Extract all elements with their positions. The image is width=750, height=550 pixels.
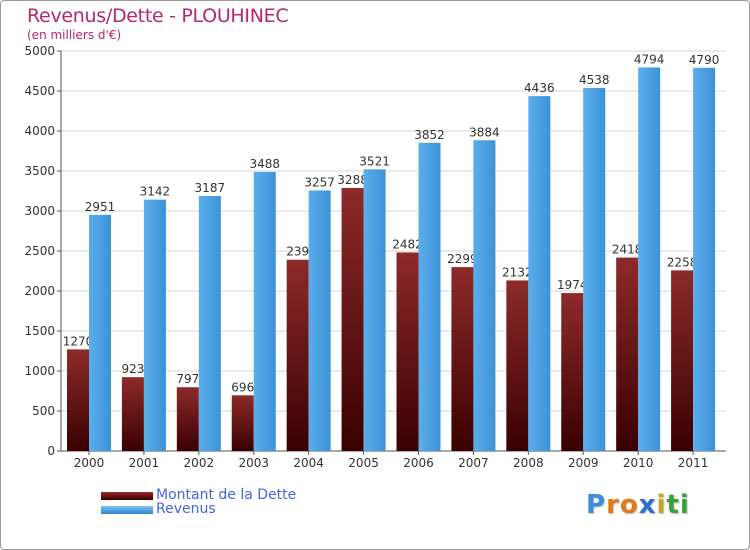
bar-revenus: [253, 171, 276, 451]
data-label-dette: 2132: [502, 265, 533, 279]
x-tick-label: 2005: [348, 456, 379, 470]
data-label-revenus: 3187: [195, 181, 226, 195]
bar-dette: [176, 387, 199, 451]
bar-dette: [341, 187, 364, 451]
x-tick-label: 2000: [74, 456, 105, 470]
y-tick-label: 2500: [24, 244, 55, 258]
bar-dette: [616, 257, 639, 451]
logo-letter: P: [586, 490, 607, 520]
data-label-dette: 1974: [557, 278, 588, 292]
y-tick-label: 4500: [24, 84, 55, 98]
bar-revenus: [583, 87, 606, 452]
logo-letter: i: [656, 490, 667, 520]
bar-dette: [231, 395, 254, 451]
x-tick-label: 2010: [623, 456, 654, 470]
y-tick-label: 500: [32, 404, 55, 418]
x-tick-label: 2002: [184, 456, 215, 470]
data-label-revenus: 3884: [469, 125, 500, 139]
chart-subtitle: (en milliers d'€): [27, 28, 122, 42]
logo-letter: o: [619, 490, 639, 520]
bar-revenus: [89, 214, 111, 451]
y-tick-label: 2000: [24, 284, 55, 298]
bar-dette: [671, 270, 694, 451]
bar-dette: [451, 267, 474, 451]
y-tick-label: 0: [47, 444, 55, 458]
x-tick-label: 2001: [129, 456, 160, 470]
bar-revenus: [638, 67, 661, 451]
data-label-dette: 239: [286, 245, 309, 259]
bar-dette: [286, 259, 309, 451]
data-label-revenus: 3142: [140, 185, 171, 199]
proxiti-logo: Proxiti: [586, 490, 690, 520]
data-label-dette: 2482: [392, 237, 423, 251]
bar-revenus: [693, 67, 716, 452]
logo-letter: i: [679, 490, 690, 520]
logo-letter: r: [606, 490, 620, 520]
bar-revenus: [308, 190, 331, 451]
data-label-revenus: 3257: [304, 175, 335, 189]
data-label-revenus: 3488: [249, 157, 280, 171]
bar-dette: [396, 252, 419, 451]
data-label-dette: 2258: [667, 255, 698, 269]
bar-dette: [561, 293, 584, 451]
y-tick-label: 3000: [24, 204, 55, 218]
data-label-dette: 923: [121, 362, 144, 376]
bar-revenus: [473, 140, 496, 451]
legend-label-dette: Montant de la Dette: [156, 487, 297, 503]
x-tick-label: 2006: [403, 456, 434, 470]
data-label-revenus: 4794: [634, 52, 665, 66]
y-tick-label: 3500: [24, 164, 55, 178]
bar-revenus: [418, 142, 441, 451]
y-tick-label: 5000: [24, 44, 55, 58]
y-tick-label: 4000: [24, 124, 55, 138]
x-tick-label: 2009: [568, 456, 599, 470]
bar-revenus: [528, 96, 551, 452]
logo-letter: x: [638, 490, 657, 520]
bar-revenus: [198, 196, 221, 451]
data-label-dette: 2418: [612, 243, 643, 257]
data-label-dette: 1270: [63, 334, 94, 348]
x-tick-label: 2004: [293, 456, 324, 470]
data-label-revenus: 2951: [85, 200, 116, 214]
data-label-dette: 797: [176, 372, 199, 386]
bar-revenus: [363, 169, 386, 451]
data-label-revenus: 4436: [524, 81, 555, 95]
x-tick-label: 2011: [678, 456, 709, 470]
bar-dette: [67, 349, 89, 451]
data-label-dette: 3288: [337, 173, 368, 187]
x-tick-label: 2007: [458, 456, 489, 470]
bar-dette: [506, 280, 529, 451]
bar-revenus: [143, 199, 166, 451]
chart-title: Revenus/Dette - PLOUHINEC: [27, 5, 289, 27]
data-label-dette: 2299: [447, 252, 478, 266]
data-label-revenus: 3521: [359, 154, 390, 168]
data-label-revenus: 4538: [579, 73, 610, 87]
y-tick-label: 1500: [24, 324, 55, 338]
x-tick-label: 2003: [238, 456, 269, 470]
legend-swatch-revenus: [101, 506, 153, 514]
x-tick-label: 2008: [513, 456, 544, 470]
bar-dette: [121, 377, 144, 451]
data-label-dette: 696: [231, 380, 254, 394]
data-label-revenus: 4790: [689, 53, 720, 67]
y-tick-label: 1000: [24, 364, 55, 378]
legend-label-revenus: Revenus: [156, 501, 216, 517]
data-label-revenus: 3852: [414, 128, 445, 142]
logo-letter: t: [666, 490, 680, 520]
legend-swatch-dette: [101, 492, 153, 500]
